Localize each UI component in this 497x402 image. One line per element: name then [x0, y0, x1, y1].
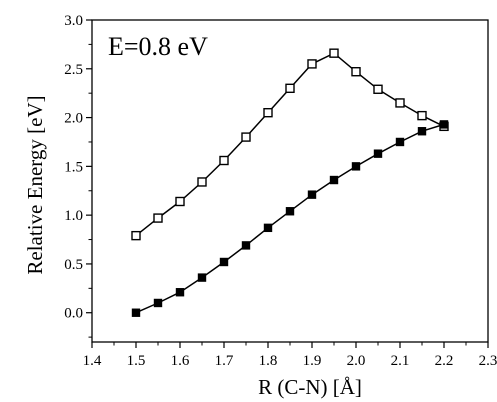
open-square-point	[351, 67, 361, 77]
filled-square-point	[285, 207, 295, 216]
y-axis-label: Relative Energy [eV]	[23, 95, 47, 274]
open-square-point	[263, 107, 273, 118]
open-square-point	[175, 196, 185, 207]
filled-square-point	[329, 175, 339, 185]
x-tick-label: 1.6	[171, 353, 190, 369]
y-tick-label: 0.0	[64, 306, 83, 322]
open-square-point	[131, 230, 141, 241]
series-2-line	[135, 123, 445, 314]
filled-square-point	[175, 288, 185, 297]
filled-square-point	[153, 298, 163, 308]
open-square-point	[241, 132, 251, 142]
y-tick-label: 3.0	[64, 13, 83, 29]
x-tick-label: 1.4	[83, 353, 102, 369]
x-tick-label: 1.9	[303, 353, 322, 369]
plot-area-frame	[91, 19, 489, 343]
series-layer	[131, 48, 449, 317]
y-axis-ticks: 0.0 0.5 1.0 1.5 2.0 2.5 3.0	[64, 13, 92, 338]
series-1	[131, 48, 449, 241]
filled-square-point	[219, 257, 229, 267]
x-tick-label: 2.1	[391, 353, 410, 369]
filled-square-point	[439, 120, 449, 129]
x-tick-label: 1.5	[127, 353, 146, 369]
open-square-point	[153, 213, 163, 223]
filled-square-point	[197, 273, 207, 282]
plot-frame	[91, 19, 489, 343]
open-square-point	[285, 83, 295, 94]
x-tick-label: 1.7	[215, 353, 234, 369]
y-tick-label: 1.5	[64, 159, 83, 175]
x-tick-label: 2.0	[347, 353, 366, 369]
x-axis-ticks: 1.4 1.5 1.6 1.7 1.8 1.9 2.0 2.1 2.2 2.3	[83, 342, 497, 369]
filled-square-point	[307, 190, 317, 199]
filled-square-point	[373, 149, 383, 158]
open-square-point	[329, 48, 339, 58]
series-2	[131, 120, 449, 317]
filled-square-point	[351, 162, 361, 171]
filled-square-point	[263, 223, 273, 233]
open-square-point	[197, 177, 207, 187]
y-tick-label: 0.5	[64, 257, 83, 273]
y-tick-label: 2.5	[64, 62, 83, 78]
x-tick-label: 1.8	[259, 353, 278, 369]
open-square-point	[417, 110, 427, 121]
open-square-point	[373, 84, 383, 94]
filled-square-point	[395, 137, 405, 147]
filled-square-point	[241, 241, 251, 250]
y-tick-label: 1.0	[64, 208, 83, 224]
filled-square-point	[131, 308, 141, 317]
open-square-point	[219, 155, 229, 166]
open-square-point	[307, 59, 317, 69]
x-tick-label: 2.3	[479, 353, 497, 369]
x-tick-label: 2.2	[435, 353, 454, 369]
x-axis-label: R (C-N) [Å]	[258, 375, 362, 399]
y-tick-label: 2.0	[64, 111, 83, 127]
energy-annotation: E=0.8 eV	[108, 32, 208, 61]
filled-square-point	[417, 127, 427, 136]
open-square-point	[395, 98, 405, 108]
